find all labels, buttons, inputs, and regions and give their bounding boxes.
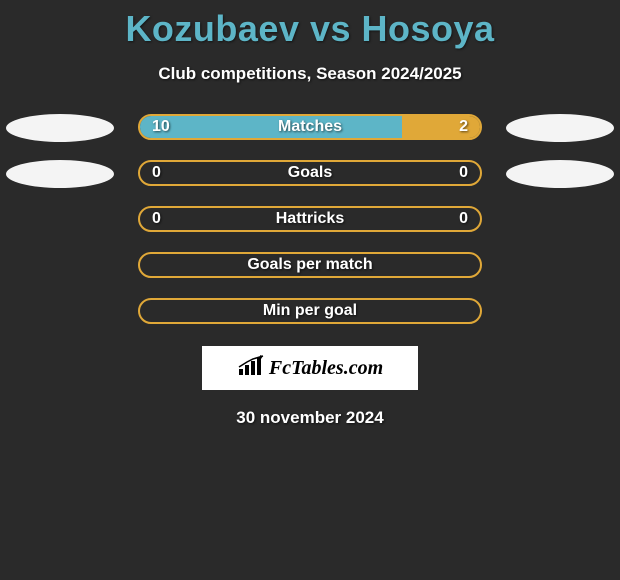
stat-row: Goals 0 0	[0, 160, 620, 188]
stat-value-right: 2	[459, 118, 468, 136]
stat-bar: Matches 10 2	[138, 114, 482, 140]
bar-fill-right	[402, 116, 480, 138]
player-left-marker	[6, 114, 114, 142]
stat-label: Hattricks	[276, 210, 344, 228]
stat-row: Min per goal	[0, 298, 620, 326]
footer-logo: FcTables.com	[202, 346, 418, 390]
stat-row: Hattricks 0 0	[0, 206, 620, 234]
stat-value-right: 0	[459, 164, 468, 182]
stat-bar: Hattricks 0 0	[138, 206, 482, 232]
bar-fill-left	[140, 116, 402, 138]
stat-value-left: 0	[152, 210, 161, 228]
stat-value-left: 10	[152, 118, 170, 136]
footer-logo-text: FcTables.com	[269, 357, 383, 380]
stat-row: Matches 10 2	[0, 114, 620, 142]
stat-label: Goals	[288, 164, 332, 182]
player-right-marker	[506, 160, 614, 188]
stat-row: Goals per match	[0, 252, 620, 280]
chart-icon	[237, 355, 265, 382]
player-left-marker	[6, 160, 114, 188]
stat-label: Matches	[278, 118, 342, 136]
comparison-rows: Matches 10 2 Goals 0 0 Hattricks 0 0 Goals per ma…	[0, 114, 620, 326]
stat-label: Min per goal	[263, 302, 357, 320]
player-right-marker	[506, 114, 614, 142]
stat-value-right: 0	[459, 210, 468, 228]
subtitle: Club competitions, Season 2024/2025	[0, 64, 620, 84]
stat-bar: Min per goal	[138, 298, 482, 324]
stat-bar: Goals 0 0	[138, 160, 482, 186]
stat-bar: Goals per match	[138, 252, 482, 278]
date-text: 30 november 2024	[0, 408, 620, 428]
stat-label: Goals per match	[247, 256, 372, 274]
stat-value-left: 0	[152, 164, 161, 182]
page-title: Kozubaev vs Hosoya	[0, 0, 620, 50]
